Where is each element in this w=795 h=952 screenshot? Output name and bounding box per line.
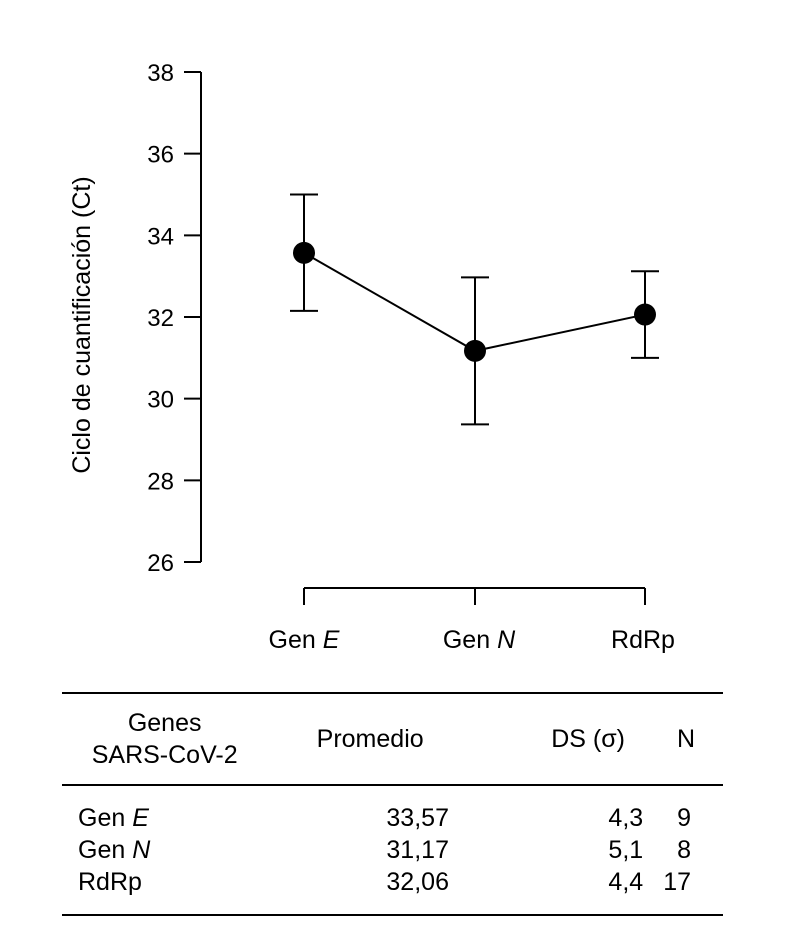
data-point <box>293 241 315 264</box>
cell-mean: 33,57 <box>386 804 449 832</box>
cell-mean: 32,06 <box>267 866 473 916</box>
cell-sd: 4,3 <box>608 804 644 832</box>
ct-chart: Ciclo de cuantificación (Ct) 26 28 30 32 34 3… <box>68 60 675 654</box>
x-tick-label-rdrp: RdRp <box>611 626 675 654</box>
data-point <box>634 303 656 326</box>
cell-n: 8 <box>677 836 691 864</box>
header-genes: Genes SARS-CoV-2 <box>91 709 238 769</box>
y-axis-title: Ciclo de cuantificación (Ct) <box>68 176 96 473</box>
cell-gene: Gen E <box>78 804 149 832</box>
y-tick-label: 28 <box>147 468 174 495</box>
y-tick-label: 36 <box>147 142 174 169</box>
y-tick-label: 34 <box>147 223 174 250</box>
cell-n: 17 <box>663 866 723 916</box>
table-row: RdRp 32,06 4,4 17 <box>62 866 723 916</box>
y-tick-label: 32 <box>147 305 174 332</box>
header-n: N <box>676 724 695 753</box>
table-row: Gen N 31,17 5,1 8 <box>62 834 723 866</box>
header-mean: Promedio <box>316 724 424 753</box>
y-ticks: 26 28 30 32 34 36 38 <box>147 60 201 577</box>
cell-gene: RdRp <box>62 866 268 916</box>
cell-gene: Gen N <box>78 836 151 864</box>
header-sd: DS (σ) <box>551 724 625 753</box>
table-row: Gen E 33,57 4,3 9 <box>62 785 723 834</box>
x-tick-label-gen-e: Gen E <box>269 626 340 654</box>
table-header-row: Genes SARS-CoV-2 Promedio DS (σ) N <box>62 693 723 785</box>
cell-n: 9 <box>677 804 691 832</box>
series-mean-ct <box>290 193 659 426</box>
summary-table: Genes SARS-CoV-2 Promedio DS (σ) N Gen E… <box>62 692 723 916</box>
x-tick-label-gen-n: Gen N <box>443 626 516 654</box>
cell-mean: 31,17 <box>386 836 449 864</box>
cell-sd: 4,4 <box>472 866 664 916</box>
y-tick-label: 26 <box>147 550 174 577</box>
y-tick-label: 38 <box>147 60 174 87</box>
y-tick-label: 30 <box>147 387 174 414</box>
cell-sd: 5,1 <box>608 836 644 864</box>
data-point <box>464 339 486 362</box>
